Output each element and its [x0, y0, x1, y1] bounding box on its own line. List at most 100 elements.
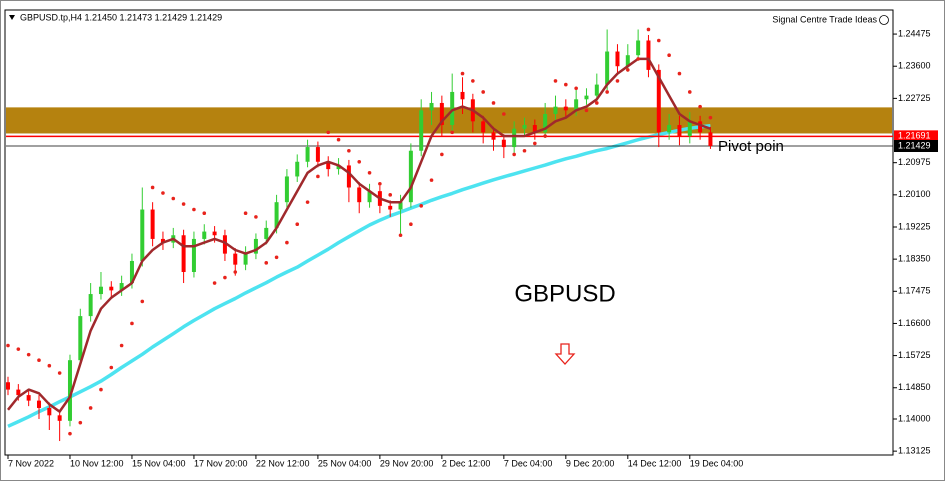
- sar-dot: [543, 134, 547, 138]
- y-tick-label: 1.14850: [898, 382, 931, 392]
- sar-dot: [78, 420, 83, 425]
- sar-dot: [491, 101, 496, 105]
- sar-dot: [481, 90, 485, 94]
- sar-dot: [109, 365, 114, 370]
- x-tick-label: 25 Nov 04:00: [318, 458, 372, 468]
- sar-dot: [409, 222, 413, 227]
- header: GBPUSD.tp,H4 1.21450 1.21473 1.21429 1.2…: [20, 12, 222, 22]
- sar-dot: [677, 71, 682, 76]
- y-tick-label: 1.19225: [898, 221, 931, 231]
- candle-body: [78, 316, 83, 361]
- candle-body: [357, 187, 362, 203]
- resistance-zone: [6, 107, 892, 134]
- sar-dot: [305, 200, 310, 204]
- candle-body: [687, 121, 692, 137]
- level-label: 1.21429: [898, 140, 931, 150]
- candle-body: [140, 209, 145, 261]
- sar-dot: [378, 182, 382, 186]
- x-tick-label: 2 Dec 12:00: [442, 458, 491, 468]
- annotation: GBPUSD: [514, 280, 615, 307]
- sar-dot: [16, 347, 21, 351]
- x-tick-label: 7 Nov 2022: [8, 458, 54, 468]
- candle-body: [88, 294, 93, 317]
- x-tick-label: 14 Dec 12:00: [628, 458, 682, 468]
- candle-body: [57, 415, 62, 421]
- y-tick-label: 1.23600: [898, 61, 931, 71]
- candle-body: [594, 84, 599, 96]
- x-tick-label: 29 Nov 20:00: [380, 458, 434, 468]
- y-tick-label: 1.16600: [898, 318, 931, 328]
- sar-dot: [584, 108, 589, 113]
- candle-body: [543, 113, 548, 133]
- sar-dot: [57, 371, 62, 375]
- candle-body: [388, 205, 393, 210]
- sar-dot: [440, 152, 444, 157]
- sar-dot: [254, 215, 258, 219]
- sar-dot: [450, 130, 454, 135]
- candle-body: [336, 165, 341, 170]
- x-tick-label: 10 Nov 12:00: [70, 458, 124, 468]
- candle-body: [698, 121, 703, 133]
- candle-body: [243, 253, 248, 265]
- candle-body: [36, 400, 41, 408]
- y-tick-label: 1.18350: [898, 254, 931, 264]
- sar-dot: [285, 240, 289, 245]
- sar-dot: [161, 191, 165, 195]
- sar-dot: [698, 104, 702, 109]
- level-label-box: [894, 130, 938, 143]
- sar-dot: [37, 358, 41, 362]
- candle-body: [646, 40, 651, 70]
- sar-dot: [357, 159, 362, 164]
- menu-triangle[interactable]: [9, 15, 15, 20]
- fast-ma-line: [7, 57, 711, 413]
- candle-body: [625, 55, 630, 67]
- candle-body: [563, 106, 568, 111]
- candle-body: [191, 238, 196, 273]
- sar-dot: [533, 141, 537, 146]
- candle-body: [512, 128, 517, 148]
- y-tick-label: 1.20975: [898, 157, 931, 167]
- sar-dot: [6, 343, 10, 348]
- level-label: 1.21691: [898, 131, 931, 141]
- candle-body: [98, 286, 103, 295]
- down-arrow: [554, 343, 576, 365]
- sar-dot: [295, 222, 300, 227]
- sar-dot: [274, 255, 279, 260]
- candle-body: [532, 125, 537, 133]
- sar-dot: [130, 321, 134, 326]
- candle-body: [233, 253, 238, 265]
- sar-dot: [68, 431, 72, 436]
- sar-dot: [564, 82, 568, 87]
- sar-dot: [388, 193, 393, 197]
- level-label-box: [894, 139, 938, 152]
- sar-dot: [429, 178, 434, 182]
- pivot-label: Pivot poin: [718, 138, 784, 155]
- x-tick-label: 15 Nov 04:00: [132, 458, 186, 468]
- candle-body: [150, 209, 155, 239]
- candle-body: [202, 231, 207, 239]
- candle-body: [305, 147, 310, 162]
- sar-dot: [646, 27, 651, 32]
- sar-dot: [264, 261, 269, 265]
- sar-dot: [336, 137, 341, 142]
- candle-body: [129, 260, 134, 284]
- candle-body: [460, 91, 465, 100]
- signal-icon[interactable]: [879, 15, 889, 25]
- sar-dot: [140, 299, 145, 304]
- candle-body: [367, 191, 372, 203]
- sar-dot: [171, 196, 176, 201]
- candle-body: [615, 51, 620, 67]
- x-tick-label: 22 Nov 12:00: [256, 458, 310, 468]
- sar-dot: [347, 148, 351, 153]
- candle-body: [708, 132, 713, 146]
- candle-body: [491, 132, 496, 140]
- candle-body: [553, 106, 558, 114]
- candle-body: [326, 161, 331, 170]
- candle-body: [605, 51, 610, 85]
- candle-body: [119, 283, 124, 291]
- sar-dot: [223, 275, 227, 280]
- sar-dot: [687, 90, 692, 94]
- candle-body: [429, 102, 434, 111]
- candle-body: [501, 139, 506, 148]
